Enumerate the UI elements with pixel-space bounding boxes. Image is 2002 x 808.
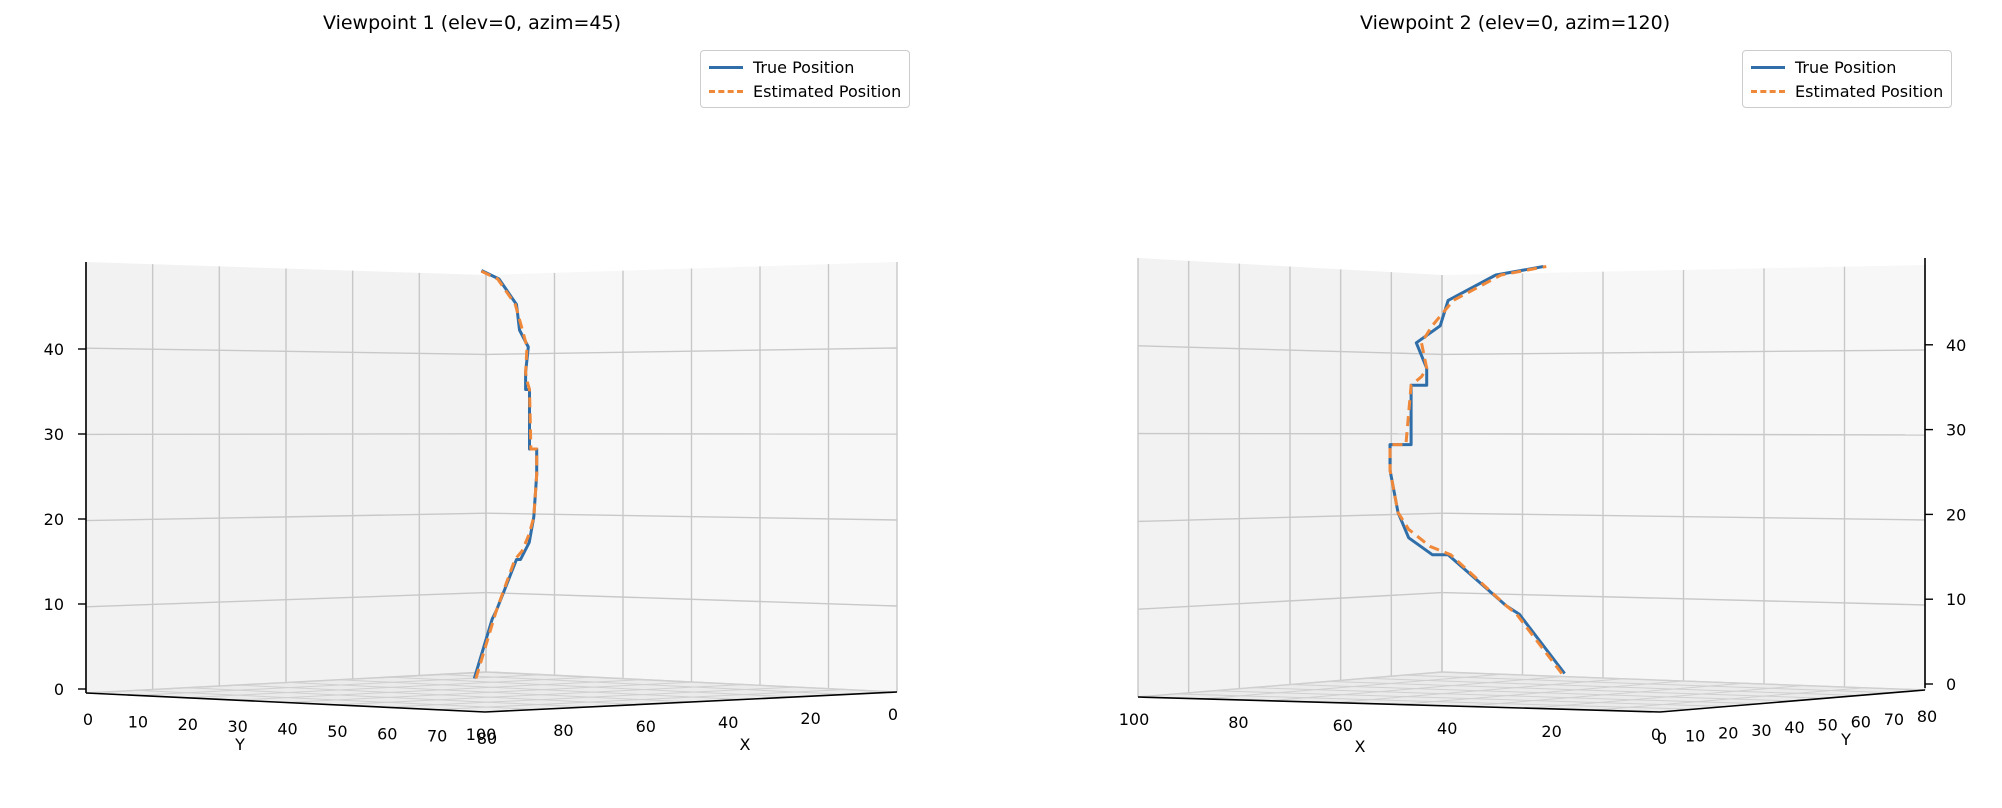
x-tick-label: 20 (1541, 722, 1561, 741)
x-tick-label: 20 (800, 709, 820, 728)
x-axis-label: X (1355, 737, 1366, 756)
legend-entry: True Position (1751, 55, 1943, 79)
y-tick-label: 80 (1917, 707, 1937, 726)
z-tick-label: 20 (1946, 505, 1966, 524)
chart-title-2: Viewpoint 2 (elev=0, azim=120) (1360, 12, 1670, 34)
y-tick-label: 50 (1817, 715, 1837, 734)
legend-label: True Position (1795, 58, 1896, 77)
legend-label: Estimated Position (753, 82, 901, 101)
chart-title-1: Viewpoint 1 (elev=0, azim=45) (323, 12, 621, 34)
y-tick-label: 70 (427, 727, 447, 746)
legend-entry: True Position (709, 55, 901, 79)
z-tick-label: 0 (54, 680, 64, 699)
y-tick-label: 20 (178, 715, 198, 734)
y-tick-label: 30 (227, 717, 247, 736)
legend-label: True Position (753, 58, 854, 77)
z-tick-label: 40 (1946, 336, 1966, 355)
y-tick-label: 70 (1884, 710, 1904, 729)
legend-entry: Estimated Position (1751, 79, 1943, 103)
legend-swatch-true (1751, 66, 1785, 69)
y-tick-label: 0 (1657, 729, 1667, 748)
x-tick-label: 40 (718, 713, 738, 732)
legend-2: True Position Estimated Position (1742, 50, 1952, 108)
y-tick-label: 40 (277, 720, 297, 739)
legend-entry: Estimated Position (709, 79, 901, 103)
y-tick-label: 10 (128, 712, 148, 731)
y-tick-label: 0 (83, 710, 93, 729)
x-tick-label: 40 (1437, 719, 1457, 738)
x-tick-label: 60 (1333, 716, 1353, 735)
z-tick-label: 30 (44, 425, 64, 444)
x-tick-label: 80 (553, 721, 573, 740)
y-tick-label: 20 (1718, 724, 1738, 743)
y-tick-label: 50 (327, 722, 347, 741)
x-tick-label: 100 (1119, 710, 1150, 729)
y-tick-label: 10 (1685, 726, 1705, 745)
x-tick-label: 80 (1228, 713, 1248, 732)
z-tick-label: 40 (44, 340, 64, 359)
z-tick-label: 0 (1946, 675, 1956, 694)
z-tick-label: 10 (44, 595, 64, 614)
z-tick-label: 30 (1946, 421, 1966, 440)
y-tick-label: 60 (1851, 713, 1871, 732)
y-tick-label: 60 (377, 724, 397, 743)
y-tick-label: 80 (477, 729, 497, 748)
legend-label: Estimated Position (1795, 82, 1943, 101)
x-tick-label: 0 (888, 705, 898, 724)
y-axis-label: Y (1840, 730, 1851, 749)
legend-1: True Position Estimated Position (700, 50, 910, 108)
x-tick-label: 60 (636, 717, 656, 736)
legend-swatch-true (709, 66, 743, 69)
x-axis-label: X (740, 735, 751, 754)
legend-swatch-estimated (1751, 90, 1785, 93)
y-tick-label: 40 (1784, 718, 1804, 737)
legend-swatch-estimated (709, 90, 743, 93)
z-tick-label: 10 (1946, 590, 1966, 609)
z-tick-label: 20 (44, 510, 64, 529)
y-tick-label: 30 (1751, 721, 1771, 740)
y-axis-label: Y (234, 735, 245, 754)
